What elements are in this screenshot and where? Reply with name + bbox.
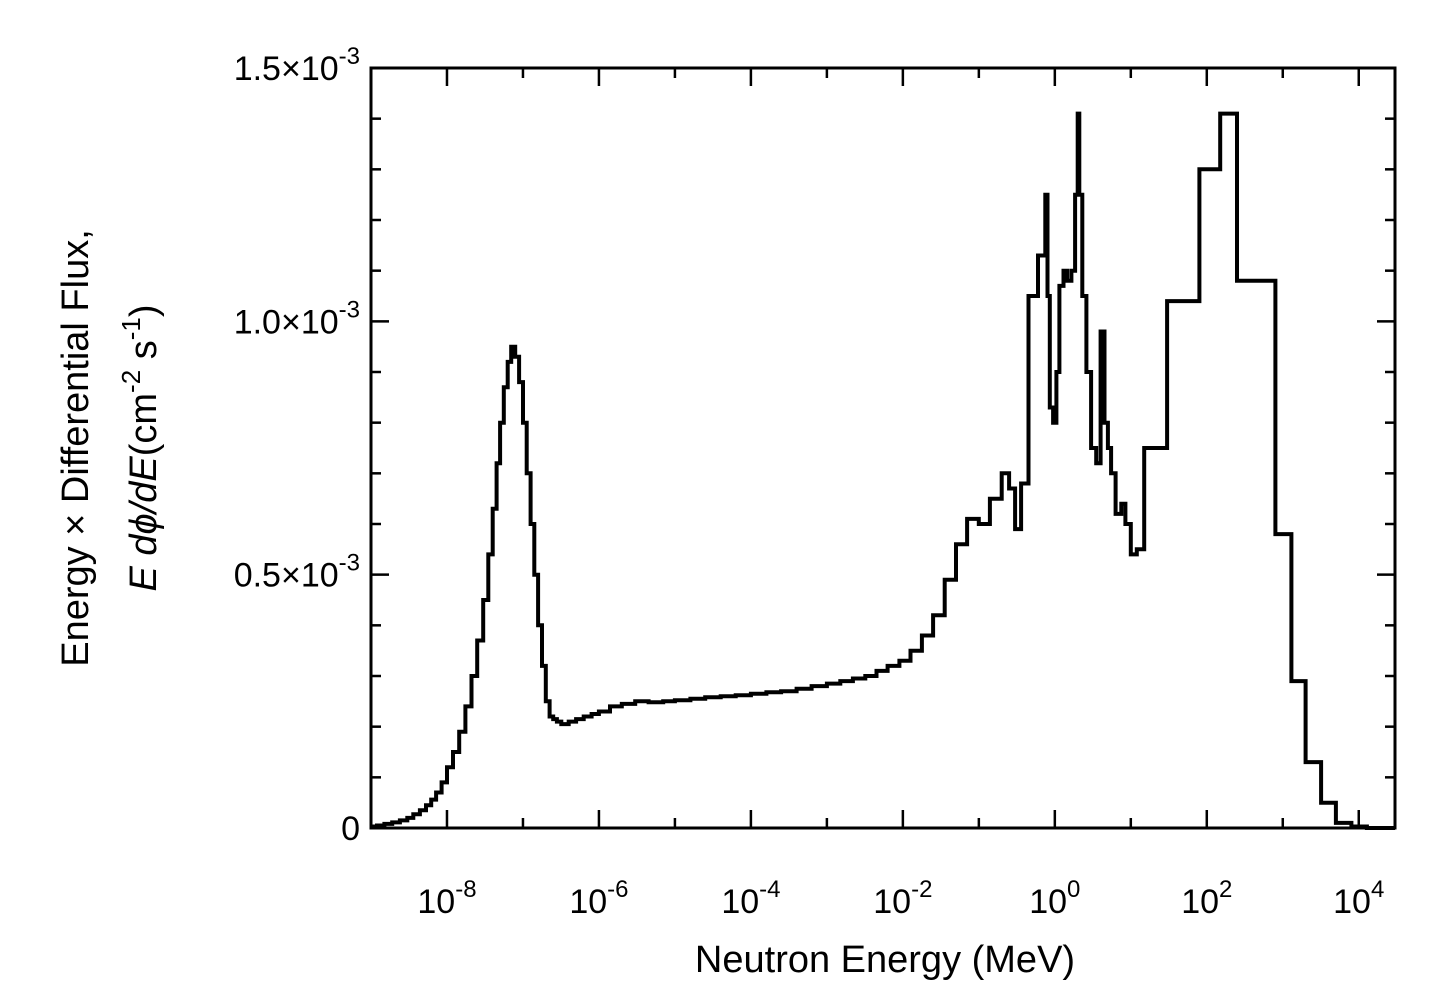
y-axis-ticks xyxy=(371,66,1395,830)
x-tick-label: 100 xyxy=(1029,876,1080,921)
x-axis-ticks xyxy=(369,68,1360,828)
x-tick-label-base: 10 xyxy=(721,883,759,921)
x-tick-label: 102 xyxy=(1181,876,1232,921)
x-tick-label: 10-2 xyxy=(873,876,932,921)
y-tick-label-exponent: -3 xyxy=(339,296,360,323)
x-axis-title: Neutron Energy (MeV) xyxy=(695,939,1075,981)
series-line-flux xyxy=(371,111,1395,830)
y-tick-label: 0.5×10-3 xyxy=(234,550,360,595)
x-tick-label: 10-4 xyxy=(721,876,780,921)
x-axis-tick-labels: 10-8 10-6 10-4 10-2 100 102 104 xyxy=(417,876,1384,921)
y-tick-label-mantissa: 0.5×10 xyxy=(234,557,339,595)
y-tick-label: 0 xyxy=(341,810,360,848)
x-tick-label-exponent: -6 xyxy=(607,876,628,903)
x-tick-label-exponent: 4 xyxy=(1371,876,1384,903)
x-tick-label-base: 10 xyxy=(1333,883,1371,921)
x-tick-label-base: 10 xyxy=(569,883,607,921)
y-axis-title-units-mid: s xyxy=(123,340,165,370)
y-tick-label: 1.5×10-3 xyxy=(234,43,360,88)
y-axis-tick-labels: 00.5×10-31.0×10-31.5×10-3 xyxy=(234,43,360,848)
x-tick-label: 10-8 xyxy=(417,876,476,921)
x-tick-label-base: 10 xyxy=(1181,883,1219,921)
y-axis-title: Energy × Differential Flux, E dϕ/dE(cm-2… xyxy=(55,229,165,667)
plot-frame xyxy=(369,66,1397,830)
x-tick-label-base: 10 xyxy=(873,883,911,921)
x-tick-label-exponent: 0 xyxy=(1067,876,1080,903)
y-axis-title-units-suffix: ) xyxy=(123,305,165,318)
y-axis-title-units-exp2: -1 xyxy=(116,317,146,340)
x-tick-label-base: 10 xyxy=(1029,883,1067,921)
y-tick-label-mantissa: 1.0×10 xyxy=(234,303,339,341)
x-tick-label-base: 10 xyxy=(417,883,455,921)
x-tick-label-exponent: -8 xyxy=(455,876,476,903)
y-axis-title-line2: E dϕ/dE(cm-2 s-1) xyxy=(116,305,165,592)
x-tick-label-exponent: 2 xyxy=(1219,876,1232,903)
y-tick-label-exponent: -3 xyxy=(339,43,360,70)
y-tick-label: 1.0×10-3 xyxy=(234,296,360,341)
y-tick-label-mantissa: 0 xyxy=(341,810,360,848)
x-tick-label: 10-6 xyxy=(569,876,628,921)
y-axis-title-units-exp1: -2 xyxy=(116,370,146,393)
y-axis-title-line1: Energy × Differential Flux, xyxy=(55,229,97,667)
x-tick-label-exponent: -2 xyxy=(911,876,932,903)
y-tick-label-mantissa: 1.5×10 xyxy=(234,50,339,88)
y-axis-title-symbol: E dϕ/dE xyxy=(123,456,165,592)
x-tick-label-exponent: -4 xyxy=(759,876,780,903)
plot-area xyxy=(369,66,1397,830)
x-tick-label: 104 xyxy=(1333,876,1384,921)
y-tick-label-exponent: -3 xyxy=(339,550,360,577)
y-axis-title-units-prefix: (cm xyxy=(123,393,165,456)
